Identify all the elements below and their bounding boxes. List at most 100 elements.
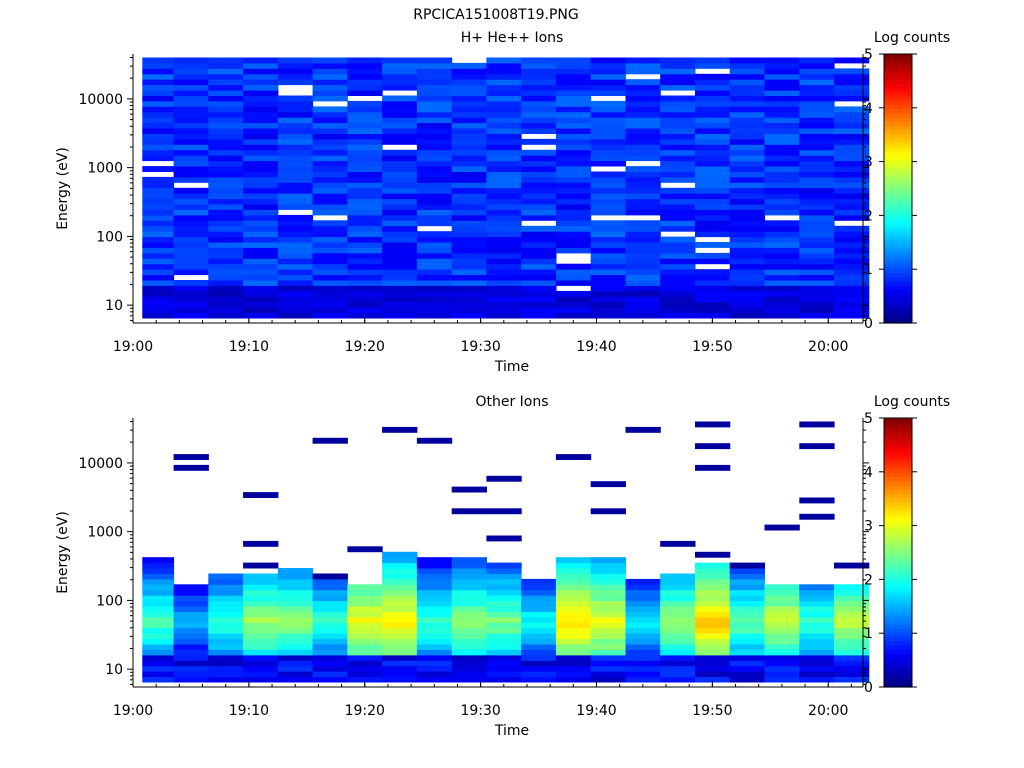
heatmap-cell [486,84,522,91]
heatmap-cell [416,106,453,113]
heatmap-cell [486,166,522,172]
heatmap-cell [416,62,453,69]
heatmap-cell [208,209,244,216]
heatmap-cell [660,290,696,297]
heatmap-cell [764,198,800,205]
heatmap-cell [521,187,557,194]
heatmap-cell [521,578,557,585]
heatmap-cell [834,57,870,64]
heatmap-cell [208,622,244,629]
heatmap-cell [834,182,870,189]
heatmap-cell [521,68,557,75]
colorbar-swatch [884,104,912,110]
heatmap-cell [521,290,557,297]
heatmap-cell [416,193,453,200]
heatmap-cell [764,247,800,254]
heatmap-cell [799,660,835,667]
heatmap-cell [764,100,800,107]
colorbar-swatch [884,238,912,244]
heatmap-cell [729,90,765,96]
heatmap-cell [590,138,626,145]
heatmap-cell [486,535,522,542]
heatmap-cell [729,166,765,172]
heatmap-cell [799,122,835,129]
heatmap-cell [625,269,661,276]
heatmap-cell [243,274,279,281]
heatmap-cell [486,258,522,265]
heatmap-cell [555,95,592,102]
heatmap-cell [625,84,661,91]
heatmap-cell [799,280,835,286]
colorbar-swatch [884,430,912,436]
colorbar-swatch [884,481,912,486]
heatmap-cell [590,633,626,640]
heatmap-cell [277,214,314,221]
heatmap-cell [625,209,661,216]
heatmap-cell [208,57,244,64]
heatmap-cell [834,187,870,194]
heatmap-cell [660,600,696,607]
colorbar-swatch [884,188,912,194]
heatmap-cell [243,606,279,612]
heatmap-cell [451,616,487,623]
heatmap-cell [312,209,348,216]
heatmap-cell [625,622,661,629]
heatmap-cell [382,584,418,591]
heatmap-cell [555,68,592,75]
heatmap-cell [312,247,348,254]
heatmap-cell [312,166,348,172]
heatmap-cell [347,665,383,672]
heatmap-cell [555,676,592,683]
colorbar-swatch [884,636,912,642]
heatmap-cell [486,231,522,238]
colorbar-swatch [884,556,912,562]
heatmap-cell [729,117,765,124]
heatmap-cell [729,568,765,574]
heatmap-cell [729,562,765,569]
heatmap-cell [382,578,418,585]
heatmap-cell [142,106,175,113]
colorbar-swatch [884,96,912,101]
heatmap-cell [625,644,661,650]
colorbar-swatch [884,493,912,499]
heatmap-cell [173,263,209,270]
heatmap-cell [173,671,209,678]
y-tick-label: 10000 [78,456,123,472]
heatmap-cell [555,84,592,91]
heatmap-cell [555,644,592,650]
heatmap-cell [277,280,314,286]
heatmap-cell [312,638,348,645]
heatmap-cell [277,638,314,645]
heatmap-cell [555,654,592,661]
heatmap-cell [347,220,383,227]
heatmap-cell [277,578,314,585]
heatmap-cell [312,133,348,140]
heatmap-cell [277,225,314,232]
heatmap-cell [382,290,418,297]
heatmap-cell [312,193,348,200]
heatmap-cell [208,263,244,270]
heatmap-cell [660,573,696,580]
heatmap-cell [382,622,418,629]
heatmap-cell [173,236,209,243]
heatmap-cell [382,106,418,113]
heatmap-cell [243,301,279,308]
heatmap-cell [142,214,175,221]
heatmap-cell [625,258,661,265]
heatmap-cell [142,280,175,286]
heatmap-cell [729,269,765,276]
heatmap-cell [590,606,626,612]
heatmap-cell [243,182,279,189]
heatmap-cell [277,155,314,162]
heatmap-cell [625,638,661,645]
heatmap-cell [590,84,626,91]
heatmap-cell [729,595,765,602]
heatmap-cell [729,301,765,308]
heatmap-cell [486,263,522,270]
heatmap-cell [625,138,661,145]
heatmap-cell [764,274,800,281]
heatmap-cell [660,57,696,64]
colorbar-swatch [884,314,912,320]
heatmap-cell [834,128,870,134]
